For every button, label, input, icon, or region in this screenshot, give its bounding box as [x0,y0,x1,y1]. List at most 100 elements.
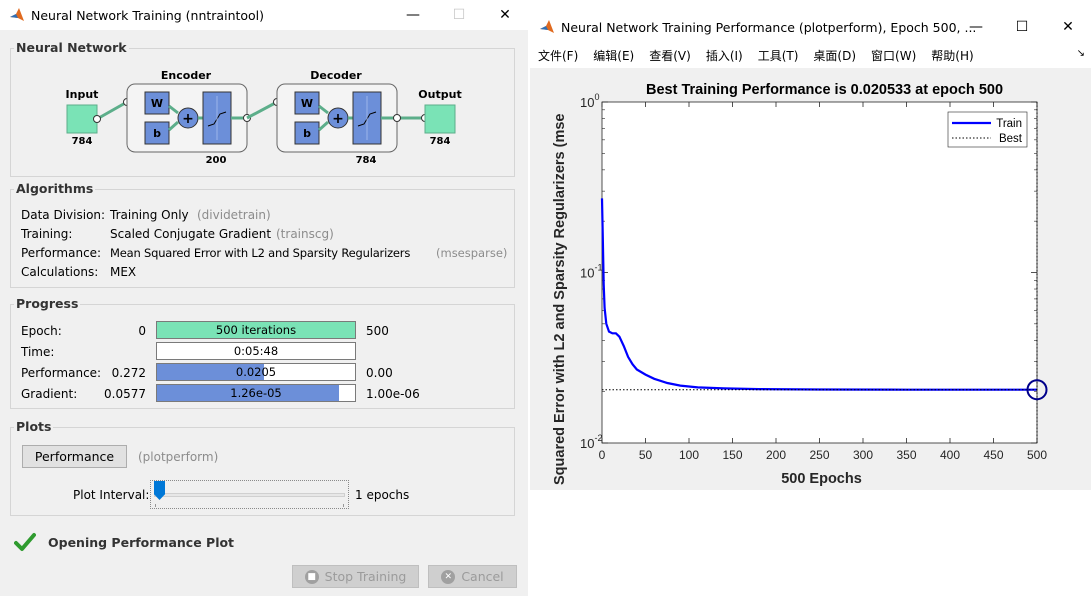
progress-bar: 0:05:48 [156,342,356,360]
legend-box [947,111,1028,148]
progress-label: Epoch: [21,324,62,338]
progress-bar: 500 iterations [156,321,356,339]
algorithm-value: Scaled Conjugate Gradient [110,227,272,241]
y-tick-label: 10-1 [580,263,602,281]
progress-end: 1.00e-06 [366,387,420,401]
menu-bar: 文件(F) 编辑(E) 查看(V) 插入(I) 工具(T) 桌面(D) 窗口(W) 帮助(H) [530,44,1091,66]
title-bar: Neural Network Training (nntraintool) — … [0,0,528,30]
best-marker [1026,379,1048,401]
close-icon[interactable]: ✕ [499,7,511,23]
encoder-label: Encoder [161,69,212,82]
x-tick-label: 150 [722,448,742,462]
menu-item[interactable]: 工具(T) [757,48,799,63]
plots-group: Plots [10,419,515,516]
x-tick-label: 50 [639,448,653,462]
legend-label: Train [996,118,1022,130]
menu-item[interactable]: 文件(F) [538,48,579,63]
network-diagram: Input 784 Encoder W b + 200 Decoder W b [66,69,462,166]
menu-item[interactable]: 窗口(W) [871,48,917,63]
encoder-size: 200 [206,155,227,166]
progress-end: 500 [366,324,389,338]
input-size: 784 [72,136,93,147]
plotperform-window: Neural Network Training Performance (plo… [530,0,1091,596]
close-icon[interactable]: ✕ [1062,19,1074,35]
encoder-b: b [153,127,161,140]
decoder-label: Decoder [310,69,362,82]
progress-group: Progress [10,296,515,409]
stop-training-label: Stop Training [324,569,407,584]
status-text: Opening Performance Plot [48,535,235,550]
progress-fill [157,322,355,338]
x-tick-label: 450 [983,448,1003,462]
decoder-w: W [301,97,313,110]
matlab-icon [10,8,24,21]
x-tick-label: 100 [679,448,699,462]
progress-label: Performance: [21,366,102,380]
menu-item[interactable]: 编辑(E) [593,48,635,63]
title-bar: Neural Network Training Performance (plo… [530,12,1091,42]
progress-start: 0.272 [111,366,146,380]
slider-thumb[interactable] [154,481,165,500]
performance-plot-button[interactable]: Performance [22,445,127,468]
x-tick-label: 350 [896,448,916,462]
menu-item[interactable]: 帮助(H) [931,48,974,63]
neural-network-group: Neural Network [10,40,515,177]
cancel-button[interactable]: ✕ Cancel [428,565,517,588]
algorithm-value: MEX [110,265,137,279]
x-tick-label: 250 [809,448,829,462]
algorithm-label: Data Division: [21,208,106,222]
progress-bar-text: 0.0205 [235,365,277,379]
algorithm-hint: (msesparse) [436,246,508,260]
algorithm-label: Training: [21,227,73,241]
figure-area: 0 50 100 150 200 250 300 350 400 450 500 100 10-1 10-… [530,68,1091,490]
progress-label: Time: [21,345,55,359]
input-label: Input [66,88,99,101]
progress-end: 0.00 [366,366,393,380]
progress-bar-text: 1.26e-05 [230,386,282,400]
algorithm-label: Calculations: [21,265,99,279]
cancel-label: Cancel [461,569,504,584]
algorithm-hint: (dividetrain) [197,208,271,222]
progress-label: Gradient: [21,387,78,401]
x-axis-label: 500 Epochs [781,471,862,487]
y-tick-label: 100 [580,92,599,110]
group-title: Neural Network [14,40,129,55]
stop-icon: ■ [304,569,319,584]
output-label: Output [418,88,461,101]
minimize-icon[interactable]: — [969,19,983,35]
group-title: Plots [14,419,54,434]
matlab-icon [540,20,554,33]
progress-fill [157,364,264,380]
progress-fill [157,385,340,401]
window-title: Neural Network Training (nntraintool) [31,7,265,23]
menu-item[interactable]: 插入(I) [705,48,743,63]
nntraintool-window: Neural Network Training (nntraintool) — … [0,0,528,596]
menu-item[interactable]: 桌面(D) [813,48,857,63]
y-axis-label: Squared Error with L2 and Sparsity Regul… [552,114,568,485]
group-title: Progress [14,296,81,311]
plot-interval-slider[interactable] [150,480,349,509]
checkmark-icon [14,533,36,551]
plot-area [601,101,1038,444]
maximize-icon[interactable]: ☐ [1015,19,1029,35]
performance-plot-hint: (plotperform) [138,450,219,464]
progress-bar: 0.0205 [156,363,356,381]
minimize-icon[interactable]: — [406,7,420,23]
window-title: Neural Network Training Performance (plo… [561,19,977,35]
progress-start: 0 [138,324,146,338]
chart-title: Best Training Performance is 0.020533 at… [646,82,1003,98]
stop-training-button[interactable]: ■ Stop Training [292,565,419,588]
x-tick-label: 300 [853,448,873,462]
progress-bar: 1.26e-05 [156,384,356,402]
algorithm-label: Performance: [21,246,102,260]
input-block [66,104,98,134]
x-tick-label: 400 [940,448,960,462]
x-tick-label: 0 [599,448,606,462]
algorithm-hint: (trainscg) [276,227,334,241]
dock-arrow-icon[interactable]: ↘ [1076,48,1085,59]
x-tick-label: 200 [766,448,786,462]
svg-text:+: + [332,111,344,127]
output-size: 784 [430,136,451,147]
group-title: Algorithms [14,181,96,196]
menu-item[interactable]: 查看(V) [649,48,691,63]
